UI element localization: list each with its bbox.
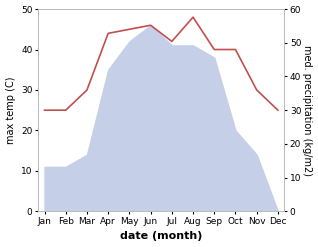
X-axis label: date (month): date (month) — [120, 231, 203, 242]
Y-axis label: med. precipitation (kg/m2): med. precipitation (kg/m2) — [302, 45, 313, 176]
Y-axis label: max temp (C): max temp (C) — [5, 76, 16, 144]
